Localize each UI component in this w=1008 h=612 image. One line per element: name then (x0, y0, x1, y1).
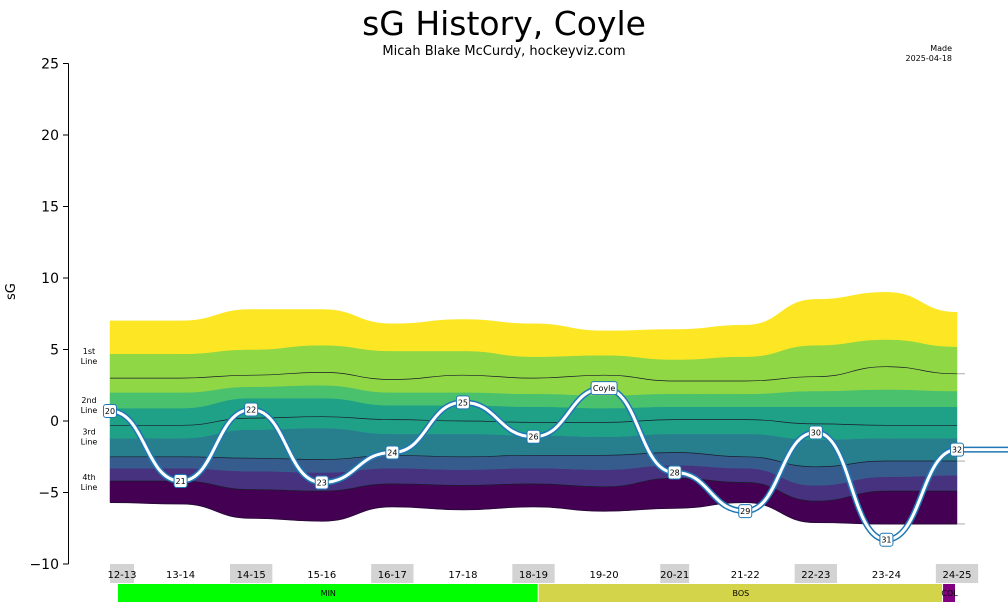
season-cell-bg (794, 564, 838, 583)
season-label: 16-17 (378, 570, 407, 581)
line-label-3: 3rd (82, 427, 95, 436)
point-label: 29 (740, 507, 750, 516)
season-label: 12-13 (107, 570, 136, 581)
y-tick-label: −5 (38, 486, 59, 502)
point-label: 23 (317, 478, 327, 487)
point-label-box (103, 403, 117, 418)
team-label: COL (941, 589, 958, 598)
point-label-box (526, 429, 541, 444)
y-axis: 25 20 15 10 5 0 −5 −10 (29, 57, 69, 573)
ref-line-1 (109, 452, 957, 468)
line-label-1-sub: Line (81, 357, 98, 366)
y-tick-label: −10 (29, 557, 59, 573)
point-label-box (808, 425, 823, 440)
season-label: 18-19 (519, 570, 548, 581)
season-label: 23-24 (872, 570, 901, 581)
line-label-4-sub: Line (81, 483, 98, 492)
point-label-box (385, 445, 400, 460)
point-label-box (667, 465, 682, 480)
season-cell-bg (110, 564, 134, 583)
point-label: 20 (105, 407, 115, 416)
line-label-4: 4th (82, 473, 95, 482)
player-series: 20 21 22 23 24 25 26 Coyle 28 29 30 31 32 (103, 381, 1008, 547)
point-label: 22 (246, 406, 256, 415)
point-label: 28 (670, 468, 680, 477)
point-label: Coyle (593, 384, 615, 393)
chart-subtitle: Micah Blake McCurdy, hockeyviz.com (382, 44, 626, 59)
ref-line-3 (109, 366, 958, 382)
reference-lines (109, 366, 965, 525)
point-label: 24 (387, 448, 397, 457)
team-label: MIN (321, 589, 336, 598)
season-label: 17-18 (448, 570, 477, 581)
point-label: 21 (175, 477, 185, 486)
y-tick-label: 25 (41, 57, 59, 73)
season-cell-bg (660, 564, 690, 583)
point-label: 25 (458, 398, 468, 407)
team-segment-bos (538, 584, 943, 602)
point-label-box (950, 442, 964, 457)
point-label-box (244, 402, 259, 417)
point-label: 32 (952, 446, 962, 455)
season-cell-bg (229, 564, 273, 583)
line-label-2-sub: Line (81, 406, 98, 415)
y-tick-label: 20 (41, 128, 59, 144)
point-label-box (590, 381, 618, 396)
season-label: 22-23 (801, 570, 830, 581)
season-label: 14-15 (237, 570, 266, 581)
point-label: 31 (881, 536, 891, 545)
point-label-box (738, 504, 753, 519)
point-label-box (314, 475, 329, 490)
season-cell-bg (512, 564, 555, 583)
y-tick-label: 10 (41, 271, 59, 287)
y-tick-label: 5 (50, 343, 59, 359)
team-segment-col (943, 584, 955, 602)
band-bottom-edge (109, 501, 957, 525)
ref-line-2 (110, 416, 957, 426)
team-segment-min (118, 584, 538, 602)
point-label-box (455, 395, 470, 410)
y-tick-label: 0 (50, 414, 59, 430)
point-label-box (173, 474, 188, 489)
season-label: 21-22 (731, 570, 760, 581)
chart-title: sG History, Coyle (362, 4, 646, 43)
line-label-3-sub: Line (81, 437, 98, 446)
season-strip: 12-13 13-14 14-15 15-16 16-17 17-18 18-19 19-20… (107, 564, 979, 583)
line-label-2: 2nd (81, 396, 96, 405)
season-label: 24-25 (942, 570, 971, 581)
made-date-value: 2025-04-18 (905, 54, 953, 63)
season-label: 20-21 (660, 570, 689, 581)
season-label: 15-16 (307, 570, 336, 581)
band-7 (109, 292, 958, 360)
point-label: 26 (528, 433, 538, 442)
team-label: BOS (732, 589, 749, 598)
y-tick-label: 15 (41, 200, 59, 216)
made-date: Made 2025-04-18 (906, 44, 953, 64)
team-strip: MIN BOS COL (118, 584, 958, 602)
line-label-1: 1st (83, 347, 95, 356)
season-cell-bg (371, 564, 414, 583)
season-label: 19-20 (590, 570, 619, 581)
point-label-box (879, 532, 894, 547)
season-cell-bg (935, 564, 979, 583)
made-label: Made (930, 44, 952, 53)
ref-line-0 (109, 477, 957, 502)
season-label: 13-14 (166, 570, 195, 581)
point-label: 30 (811, 428, 821, 437)
